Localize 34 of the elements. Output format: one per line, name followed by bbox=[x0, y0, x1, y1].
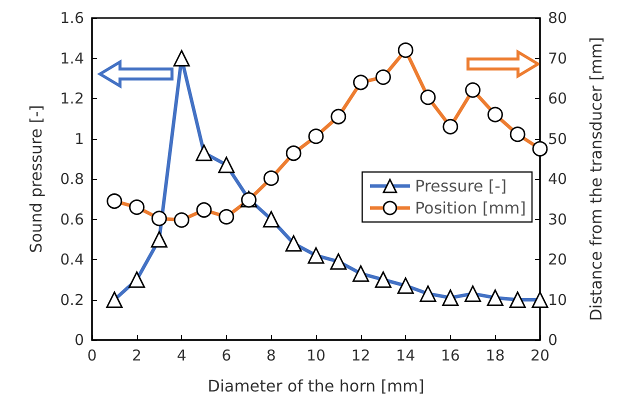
y2-tick-label: 20 bbox=[548, 250, 568, 268]
y2-axis-title: Distance from the transducer [mm] bbox=[586, 36, 606, 322]
x-tick-label: 12 bbox=[351, 346, 370, 364]
x-tick-label: 6 bbox=[222, 346, 232, 364]
y2-tick-label: 50 bbox=[548, 130, 568, 148]
y2-tick-label: 30 bbox=[548, 210, 568, 228]
x-tick-label: 10 bbox=[306, 346, 326, 364]
x-tick-label: 20 bbox=[530, 346, 550, 364]
x-tick-label: 18 bbox=[486, 346, 505, 364]
y-tick-label: 0.6 bbox=[60, 210, 84, 228]
y-tick-label: 0 bbox=[74, 331, 84, 349]
x-tick-label: 0 bbox=[87, 346, 97, 364]
x-tick-label: 4 bbox=[176, 346, 186, 364]
y2-tick-label: 10 bbox=[548, 290, 568, 309]
y-tick-label: 1.2 bbox=[60, 90, 84, 108]
y-axis-title: Sound pressure [-] bbox=[26, 105, 46, 253]
y2-tick-label: 80 bbox=[548, 9, 568, 27]
x-tick-label: 8 bbox=[266, 346, 276, 364]
y-tick-label: 0.8 bbox=[60, 170, 84, 188]
legend-label: Pressure [-] bbox=[414, 176, 507, 196]
y2-tick-label: 0 bbox=[548, 331, 558, 349]
legend-label: Position [mm] bbox=[414, 198, 526, 218]
y2-tick-label: 40 bbox=[548, 170, 568, 188]
y-tick-label: 1.6 bbox=[60, 9, 84, 27]
y-tick-label: 0.4 bbox=[60, 250, 84, 268]
y-tick-label: 1 bbox=[74, 130, 84, 148]
y2-tick-label: 60 bbox=[548, 90, 568, 108]
y-tick-label: 0.2 bbox=[60, 290, 84, 309]
y2-tick-label: 70 bbox=[548, 49, 568, 68]
x-tick-label: 2 bbox=[132, 346, 142, 364]
x-tick-label: 16 bbox=[440, 346, 460, 364]
x-axis-title: Diameter of the horn [mm] bbox=[208, 376, 424, 396]
x-tick-label: 14 bbox=[396, 346, 416, 364]
y-tick-label: 1.4 bbox=[60, 49, 84, 68]
